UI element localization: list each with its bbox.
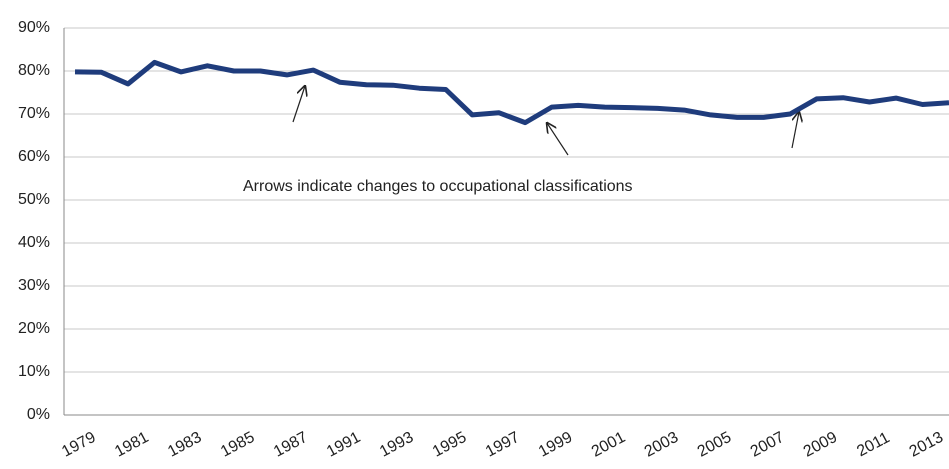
x-tick-label: 2011 bbox=[854, 429, 892, 460]
x-tick-label: 1997 bbox=[483, 429, 523, 461]
y-tick-label: 20% bbox=[18, 320, 50, 337]
line bbox=[74, 59, 949, 126]
x-tick-label: 1995 bbox=[430, 429, 470, 461]
y-tick-label: 40% bbox=[18, 234, 50, 251]
arrow bbox=[791, 112, 799, 149]
y-tick-label: 60% bbox=[18, 148, 50, 165]
arrow bbox=[292, 86, 305, 123]
y-tick-label: 50% bbox=[18, 191, 50, 208]
x-tick-label: 1987 bbox=[271, 429, 311, 461]
x-tick-label: 1979 bbox=[59, 429, 99, 461]
y-tick-label: 90% bbox=[18, 19, 50, 36]
x-tick-label: 2009 bbox=[801, 429, 841, 461]
annotation: Arrows indicate changes to occupational … bbox=[243, 178, 633, 195]
x-tick-label: 1985 bbox=[218, 429, 258, 461]
x-tick-label: 1981 bbox=[112, 429, 152, 461]
x-tick-label: 1983 bbox=[165, 429, 205, 461]
y-tick-label: 70% bbox=[18, 105, 50, 122]
grid bbox=[64, 27, 949, 373]
y-tick-label: 80% bbox=[18, 62, 50, 79]
x-tick-label: 2003 bbox=[642, 429, 682, 461]
arrow bbox=[547, 123, 569, 156]
x-tick-label: 2001 bbox=[589, 429, 629, 461]
x-tick-label: 2005 bbox=[695, 429, 735, 461]
x-tick-label: 1999 bbox=[536, 429, 576, 461]
y-tick-label: 10% bbox=[18, 363, 50, 380]
x-tick-label: 1993 bbox=[377, 429, 417, 461]
x-tick-label: 1991 bbox=[324, 429, 364, 461]
x-tick-label: 2007 bbox=[748, 429, 788, 461]
y-tick-label: 30% bbox=[18, 277, 50, 294]
y-tick-label: 0% bbox=[27, 406, 50, 423]
x-tick-label: 2013 bbox=[907, 429, 947, 461]
